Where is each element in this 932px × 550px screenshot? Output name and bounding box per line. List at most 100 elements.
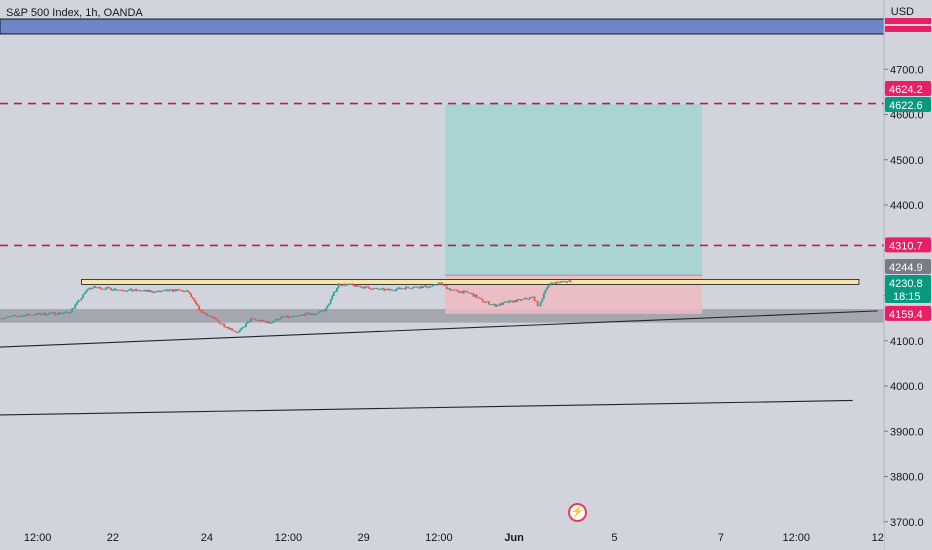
candle-body	[162, 290, 164, 292]
candle-body	[394, 290, 396, 292]
candle-body	[478, 297, 481, 299]
candle-body	[284, 316, 287, 318]
candle-body	[82, 294, 84, 299]
candle-body	[390, 289, 393, 291]
candle-body	[3, 318, 6, 319]
candle-body	[19, 315, 22, 317]
candle-body	[83, 292, 86, 295]
candle-body	[378, 289, 381, 290]
candle-body	[57, 312, 59, 315]
candle-body	[263, 321, 266, 322]
candle-body	[119, 289, 122, 291]
candle-body	[474, 294, 476, 297]
candle-body	[152, 292, 155, 294]
candle-body	[166, 289, 169, 292]
candle-body	[459, 291, 462, 293]
candle-body	[400, 288, 403, 290]
currency-label: USD	[890, 6, 914, 18]
candle-body	[253, 318, 255, 320]
candle-body	[271, 321, 274, 323]
candle-body	[218, 321, 221, 324]
candle-body	[494, 304, 497, 307]
candle-body	[130, 288, 133, 291]
candle-body	[417, 287, 420, 289]
candle-body	[456, 289, 459, 292]
candle-body	[165, 289, 168, 291]
candle-body	[555, 281, 558, 284]
candle-body	[182, 290, 185, 292]
candle-body	[484, 301, 487, 303]
candle-body	[359, 286, 362, 288]
candle-body	[558, 282, 561, 283]
candle-body	[533, 296, 536, 301]
candle-body	[126, 291, 128, 292]
candle-body	[412, 286, 415, 289]
candle-body	[508, 300, 511, 303]
candle-body	[248, 321, 251, 323]
candle-body	[373, 288, 376, 290]
candle-body	[157, 290, 160, 293]
candle-body	[273, 320, 276, 322]
candle-body	[63, 312, 66, 314]
candle-body	[527, 299, 530, 300]
symbol-title[interactable]: S&P 500 Index, 1h, OANDA	[6, 7, 143, 19]
candle-body	[254, 319, 257, 321]
candle-body	[444, 284, 447, 286]
candle-body	[499, 303, 501, 306]
candle-body	[420, 286, 423, 288]
candle-body	[546, 287, 548, 290]
candle-body	[232, 330, 235, 332]
tag-4310: 4310.7	[885, 237, 931, 253]
candle-body	[72, 308, 75, 309]
price-tag-label: 4624.2	[889, 84, 923, 96]
candle-body	[461, 291, 464, 294]
replay-lightning-icon[interactable]: ⚡	[568, 503, 587, 522]
candle-body	[199, 310, 202, 312]
trendline-2	[0, 399, 853, 416]
candle-body	[311, 313, 313, 315]
candle-body	[347, 283, 349, 285]
candle-body	[249, 318, 252, 322]
candle-body	[144, 289, 147, 292]
yellow-level	[81, 279, 860, 285]
candle-body	[350, 283, 352, 285]
candle-body	[387, 288, 390, 291]
candle-body	[422, 286, 425, 288]
candle-body	[36, 313, 39, 315]
candle-body	[140, 290, 142, 292]
candle-body	[549, 283, 552, 286]
candle-body	[406, 286, 409, 288]
candle-body	[260, 319, 263, 322]
candle-body	[539, 301, 542, 306]
candle-body	[10, 316, 12, 318]
tag-4159: 4159.4	[885, 305, 931, 321]
candle-body	[198, 305, 200, 311]
candle-body	[180, 290, 183, 292]
price-tag-label: 4230.8	[889, 278, 923, 290]
tag-supply-top	[885, 18, 931, 25]
candle-body	[47, 313, 50, 315]
candle-body	[205, 313, 208, 316]
candle-body	[146, 289, 149, 292]
candle-body	[395, 288, 398, 291]
price-tag-bg	[885, 275, 931, 303]
candle-body	[541, 298, 544, 302]
candle-body	[524, 297, 526, 299]
tag-4244: 4244.9	[885, 259, 931, 274]
candle-body	[245, 323, 247, 327]
candle-body	[295, 315, 298, 317]
candle-body	[560, 281, 563, 283]
candle-body	[510, 300, 512, 302]
candle-body	[110, 288, 113, 291]
candle-body	[470, 292, 473, 294]
candle-body	[536, 300, 539, 306]
candle-body	[411, 288, 414, 289]
trendline-1	[0, 310, 878, 348]
candle-body	[463, 290, 465, 294]
time-tick-label: 24	[201, 532, 213, 544]
candle-body	[108, 287, 111, 289]
candle-body	[425, 285, 428, 288]
candle-body	[174, 289, 177, 292]
